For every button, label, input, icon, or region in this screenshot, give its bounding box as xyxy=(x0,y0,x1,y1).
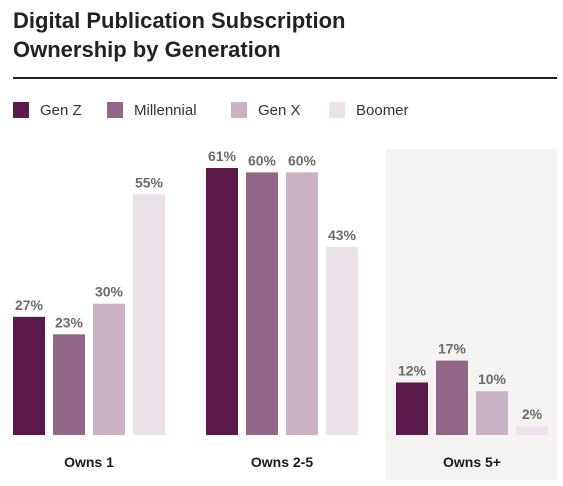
chart-title: Digital Publication Subscription Ownersh… xyxy=(13,6,533,64)
chart-title-line-2: Ownership by Generation xyxy=(13,37,281,62)
data-label-owns-1-gen-x: 30% xyxy=(95,284,124,300)
bar-owns-2-5-boomer xyxy=(326,246,358,435)
bar-owns-2-5-gen-x xyxy=(286,172,318,435)
data-label-owns-5-gen-z: 12% xyxy=(398,362,427,378)
data-label-owns-5-millennial: 17% xyxy=(438,341,467,357)
data-label-owns-1-millennial: 23% xyxy=(55,314,84,330)
legend-swatch-gen-x xyxy=(231,102,247,118)
legend-item-gen-x: Gen X xyxy=(231,99,301,121)
legend-swatch-boomer xyxy=(329,102,345,118)
legend-label-millennial: Millennial xyxy=(134,101,197,119)
data-label-owns-1-boomer: 55% xyxy=(135,174,164,190)
legend-label-gen-z: Gen Z xyxy=(40,101,82,119)
bar-owns-5-millennial xyxy=(436,360,468,435)
data-label-owns-2-5-millennial: 60% xyxy=(248,152,277,168)
data-label-owns-2-5-gen-x: 60% xyxy=(288,152,317,168)
bar-owns-5-gen-z xyxy=(396,382,428,435)
data-label-owns-2-5-boomer: 43% xyxy=(328,227,357,243)
legend-swatch-gen-z xyxy=(13,102,29,118)
data-label-owns-5-gen-x: 10% xyxy=(478,371,507,387)
legend-label-gen-x: Gen X xyxy=(258,101,301,119)
legend-label-boomer: Boomer xyxy=(356,101,409,119)
category-label-owns-1: Owns 1 xyxy=(64,454,114,470)
bar-owns-1-millennial xyxy=(53,334,85,435)
data-label-owns-1-gen-z: 27% xyxy=(15,297,44,313)
category-label-owns-5: Owns 5+ xyxy=(443,454,501,470)
bar-owns-2-5-gen-z xyxy=(206,168,238,435)
legend-swatch-millennial xyxy=(107,102,123,118)
bar-owns-1-gen-x xyxy=(93,303,125,435)
bar-owns-1-gen-z xyxy=(13,316,45,435)
bar-owns-5-gen-x xyxy=(476,391,508,435)
bar-owns-5-boomer xyxy=(516,426,548,435)
title-divider xyxy=(13,77,557,79)
data-label-owns-5-boomer: 2% xyxy=(522,406,543,422)
category-label-owns-2-5: Owns 2-5 xyxy=(251,454,313,470)
chart-title-line-1: Digital Publication Subscription xyxy=(13,8,346,33)
bar-owns-1-boomer xyxy=(133,194,165,435)
legend-item-boomer: Boomer xyxy=(329,99,409,121)
legend-item-millennial: Millennial xyxy=(107,99,197,121)
data-label-owns-2-5-gen-z: 61% xyxy=(208,148,237,164)
legend-item-gen-z: Gen Z xyxy=(13,99,82,121)
bar-owns-2-5-millennial xyxy=(246,172,278,435)
